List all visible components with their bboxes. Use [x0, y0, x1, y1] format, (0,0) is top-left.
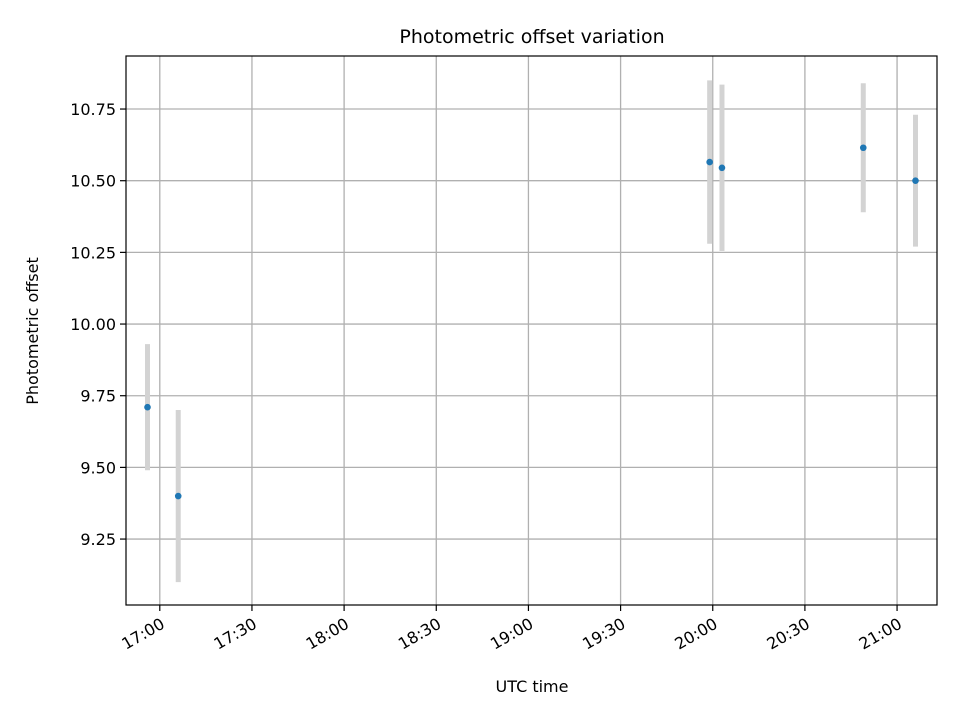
y-axis-label: Photometric offset [23, 257, 42, 405]
data-point [706, 158, 713, 166]
y-tick-label: 10.50 [70, 172, 116, 191]
y-tick-label: 9.25 [80, 530, 116, 549]
data-point [174, 492, 182, 500]
chart-title: Photometric offset variation [399, 26, 664, 48]
data-point [718, 164, 726, 172]
data-point [144, 403, 151, 411]
data-point [859, 144, 867, 152]
y-tick-label: 10.00 [70, 315, 116, 334]
y-tick-label: 10.75 [70, 100, 116, 119]
x-axis-label: UTC time [496, 677, 569, 696]
y-tick-label: 9.75 [80, 387, 116, 406]
grid [126, 56, 937, 605]
y-tick-label: 9.50 [80, 458, 116, 477]
y-tick-label: 10.25 [70, 243, 116, 262]
data-points [144, 144, 919, 500]
y-axis-ticks: 9.25 9.50 9.75 10.00 10.25 10.50 10.75 [70, 100, 126, 549]
plot-frame [125, 55, 938, 606]
data-point [912, 177, 919, 185]
